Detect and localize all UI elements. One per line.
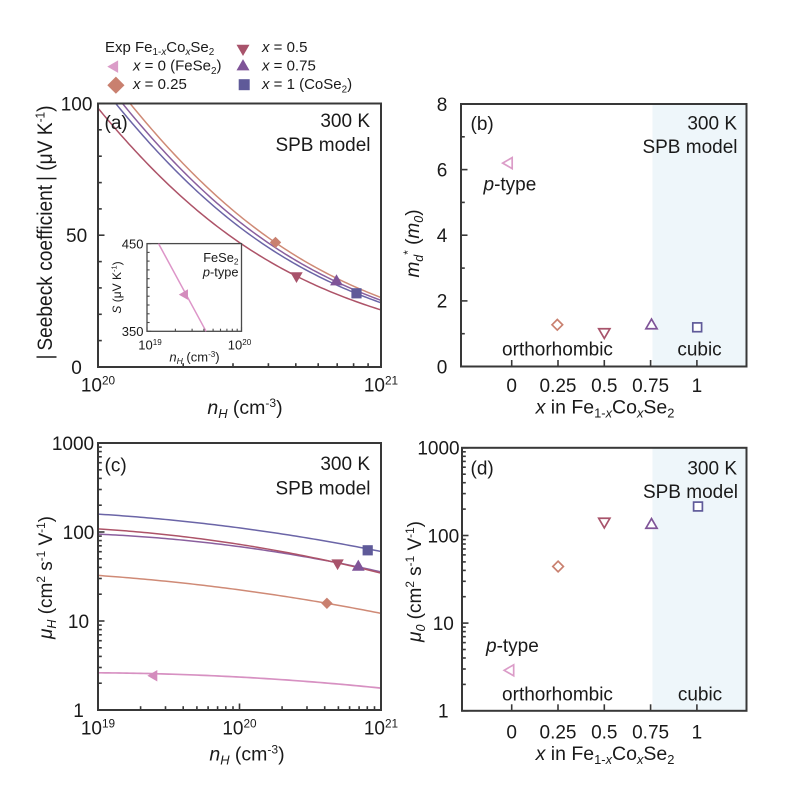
svg-text:nH (cm-3): nH (cm-3) [209,742,284,767]
svg-text:8: 8 [437,95,448,116]
svg-text:SPB model: SPB model [642,137,737,158]
svg-text:1000: 1000 [417,439,459,460]
svg-text:0: 0 [506,376,517,397]
svg-text:FeSe2: FeSe2 [203,250,239,267]
svg-text:100: 100 [427,526,459,547]
svg-text:| Seebeck coefficient | (μV K: | Seebeck coefficient | (μV K-1) [32,105,57,359]
svg-text:1: 1 [692,376,703,397]
svg-text:1: 1 [692,722,703,743]
svg-text:4: 4 [437,226,448,247]
svg-text:300 K: 300 K [320,454,370,475]
svg-text:0.5: 0.5 [591,376,617,397]
svg-text:0.25: 0.25 [540,722,577,743]
svg-text:SPB model: SPB model [275,479,370,500]
svg-text:md* (m0): md* (m0) [401,209,426,277]
svg-text:S (μV K-1): S (μV K-1) [110,261,124,313]
svg-text:nH (cm-3): nH (cm-3) [207,396,282,421]
svg-text:6: 6 [437,160,448,181]
svg-text:1000: 1000 [52,434,94,455]
svg-text:cubic: cubic [677,340,721,361]
svg-text:μH (cm2 s-1 V-1): μH (cm2 s-1 V-1) [34,516,59,640]
svg-text:p-type: p-type [202,264,239,279]
svg-text:10: 10 [68,612,89,633]
svg-text:x = 0 (FeSe2): x = 0 (FeSe2) [132,58,221,77]
svg-text:nH (cm-3): nH (cm-3) [169,350,219,367]
svg-text:p-type: p-type [483,175,537,196]
svg-text:10: 10 [433,614,454,635]
svg-text:(a): (a) [105,113,128,134]
svg-text:x = 1 (CoSe2): x = 1 (CoSe2) [261,76,352,95]
svg-text:orthorhombic: orthorhombic [502,340,613,361]
svg-text:350: 350 [122,324,144,339]
svg-text:100: 100 [61,94,93,115]
svg-text:300 K: 300 K [687,113,737,134]
svg-text:2: 2 [437,292,448,313]
svg-text:(c): (c) [105,456,127,477]
svg-text:x = 0.25: x = 0.25 [132,76,187,93]
svg-text:300 K: 300 K [320,111,370,132]
svg-text:100: 100 [63,523,95,544]
svg-text:0.25: 0.25 [540,376,577,397]
svg-text:0.5: 0.5 [591,722,617,743]
svg-text:450: 450 [122,236,144,251]
svg-text:1: 1 [438,702,449,723]
svg-text:x = 0.5: x = 0.5 [261,39,307,56]
svg-text:50: 50 [66,226,87,247]
svg-text:μ0 (cm2 s-1 V-1): μ0 (cm2 s-1 V-1) [403,521,428,643]
svg-text:(b): (b) [471,114,494,135]
svg-text:0.75: 0.75 [632,722,669,743]
svg-text:1: 1 [73,701,84,722]
svg-text:SPB model: SPB model [643,482,738,503]
svg-text:cubic: cubic [678,685,722,706]
svg-text:x = 0.75: x = 0.75 [261,58,316,75]
svg-text:300 K: 300 K [687,459,737,480]
svg-text:0.75: 0.75 [632,376,669,397]
svg-text:0: 0 [71,358,82,379]
svg-text:(d): (d) [471,459,494,480]
svg-text:orthorhombic: orthorhombic [502,685,613,706]
svg-text:p-type: p-type [485,636,539,657]
svg-text:0: 0 [506,722,517,743]
svg-text:SPB model: SPB model [275,135,370,156]
svg-text:0: 0 [437,357,448,378]
